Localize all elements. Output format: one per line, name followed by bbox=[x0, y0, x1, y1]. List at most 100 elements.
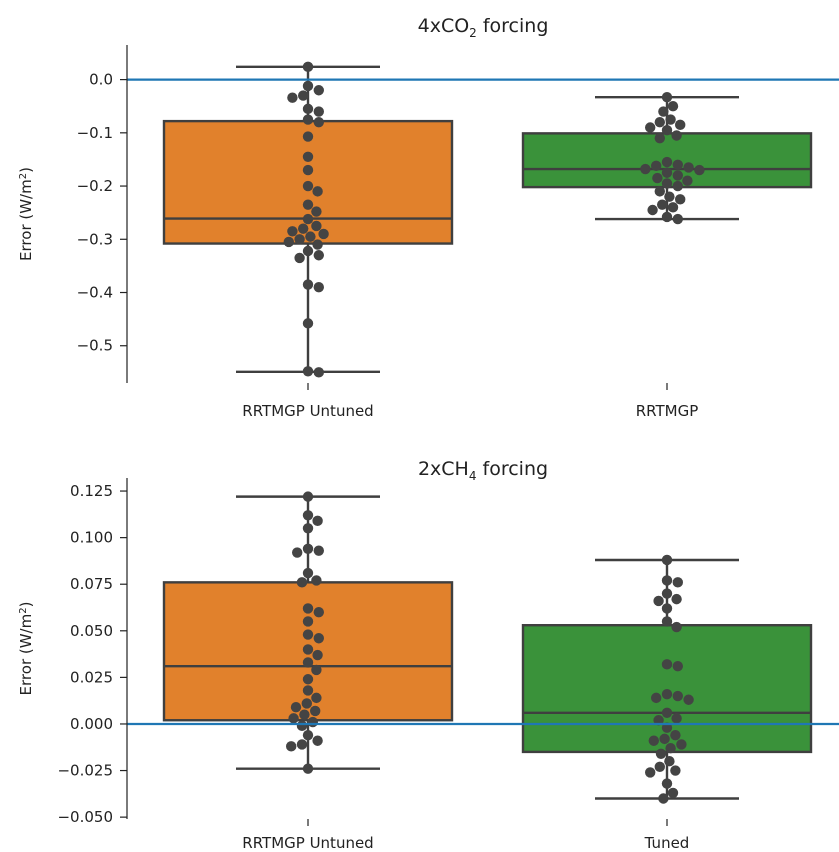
data-point bbox=[661, 722, 673, 733]
data-point bbox=[302, 644, 314, 655]
data-point bbox=[287, 226, 298, 237]
y-tick-label: −0.1 bbox=[77, 124, 113, 142]
data-point bbox=[661, 575, 673, 586]
data-point bbox=[302, 80, 314, 92]
data-point bbox=[672, 180, 683, 192]
data-point bbox=[661, 688, 673, 700]
data-point bbox=[312, 239, 323, 250]
data-point bbox=[648, 735, 659, 746]
y-tick-label: −0.3 bbox=[77, 230, 113, 248]
data-point bbox=[302, 279, 314, 290]
y-axis-label: Error (W/m2) bbox=[17, 602, 35, 696]
data-point bbox=[294, 252, 305, 264]
data-point bbox=[640, 163, 651, 175]
y-tick-label: 0.125 bbox=[70, 482, 113, 500]
data-point bbox=[676, 739, 687, 750]
data-point bbox=[647, 204, 658, 216]
data-point bbox=[312, 649, 323, 661]
data-point bbox=[661, 178, 673, 189]
data-point bbox=[302, 164, 314, 176]
chart-title: 2xCH4 forcing bbox=[418, 458, 548, 483]
data-point bbox=[659, 733, 670, 745]
y-tick-label: 0.075 bbox=[70, 575, 113, 593]
data-point bbox=[672, 159, 683, 170]
data-point bbox=[311, 692, 322, 704]
data-point bbox=[694, 164, 705, 176]
data-point bbox=[302, 151, 314, 162]
data-point bbox=[672, 213, 683, 225]
data-point bbox=[667, 787, 679, 799]
data-point bbox=[302, 491, 314, 502]
data-point bbox=[313, 633, 324, 644]
panel-ch4: 0.125 0.100 0.075 0.050 0.025 0.000 −0.025 −0.0… bbox=[17, 458, 839, 852]
data-point bbox=[312, 186, 323, 197]
chart-title: 4xCO2 forcing bbox=[418, 15, 549, 40]
y-tick-label: −0.025 bbox=[57, 762, 113, 780]
data-point bbox=[313, 85, 324, 96]
data-point bbox=[661, 211, 673, 223]
data-point bbox=[301, 698, 312, 709]
data-point bbox=[661, 659, 673, 670]
data-point bbox=[675, 119, 686, 131]
data-point bbox=[302, 603, 314, 614]
data-point bbox=[658, 106, 669, 117]
data-point bbox=[305, 231, 316, 242]
data-point bbox=[661, 603, 673, 614]
y-axis-label: Error (W/m2) bbox=[17, 167, 35, 261]
data-point bbox=[313, 106, 324, 117]
data-point bbox=[683, 162, 694, 173]
data-point bbox=[299, 709, 310, 720]
data-point bbox=[313, 367, 324, 378]
data-point bbox=[302, 61, 314, 73]
data-point bbox=[313, 606, 324, 618]
data-point bbox=[312, 515, 323, 527]
data-point bbox=[654, 761, 665, 773]
data-point bbox=[296, 577, 308, 588]
data-point bbox=[661, 616, 673, 627]
y-tick-label: −0.2 bbox=[77, 177, 113, 195]
data-point bbox=[653, 715, 664, 726]
data-point bbox=[302, 366, 314, 377]
data-point bbox=[302, 245, 314, 257]
data-point bbox=[670, 729, 681, 741]
data-point bbox=[302, 567, 314, 579]
data-point bbox=[672, 690, 683, 702]
y-tick-label: −0.4 bbox=[77, 284, 113, 302]
data-point bbox=[288, 713, 299, 724]
data-point bbox=[313, 250, 324, 261]
data-point bbox=[307, 716, 318, 728]
data-point bbox=[302, 131, 314, 142]
y-tick-label: −0.050 bbox=[57, 808, 113, 826]
panel-co2: 0.0 −0.1 −0.2 −0.3 −0.4 −0.5 RRTMGP Untuned RRT… bbox=[17, 15, 839, 420]
y-tick-label: 0.050 bbox=[70, 622, 113, 640]
data-point bbox=[302, 674, 314, 685]
data-point bbox=[671, 130, 682, 141]
x-tick-label: RRTMGP Untuned bbox=[242, 402, 373, 420]
data-point bbox=[661, 91, 673, 103]
data-point bbox=[287, 92, 298, 103]
data-point bbox=[661, 124, 673, 136]
data-point bbox=[302, 629, 314, 640]
y-tick-label: 0.100 bbox=[70, 529, 113, 547]
data-point bbox=[672, 170, 683, 181]
y-tick-label: 0.000 bbox=[70, 715, 113, 733]
data-point bbox=[302, 103, 314, 115]
y-tick-label: 0.025 bbox=[70, 668, 113, 686]
y-tick-label: 0.0 bbox=[89, 71, 113, 89]
data-point bbox=[651, 160, 662, 172]
data-point bbox=[311, 206, 322, 217]
data-point bbox=[671, 593, 682, 605]
data-point bbox=[661, 167, 673, 178]
data-point bbox=[286, 741, 297, 752]
data-point bbox=[655, 748, 667, 759]
data-point bbox=[302, 114, 314, 125]
data-point bbox=[302, 213, 314, 225]
data-point bbox=[670, 765, 681, 776]
data-point bbox=[302, 523, 314, 534]
data-point bbox=[661, 156, 673, 168]
data-point bbox=[292, 547, 303, 558]
data-point bbox=[302, 510, 314, 521]
data-point bbox=[645, 767, 656, 778]
data-point bbox=[652, 172, 663, 184]
